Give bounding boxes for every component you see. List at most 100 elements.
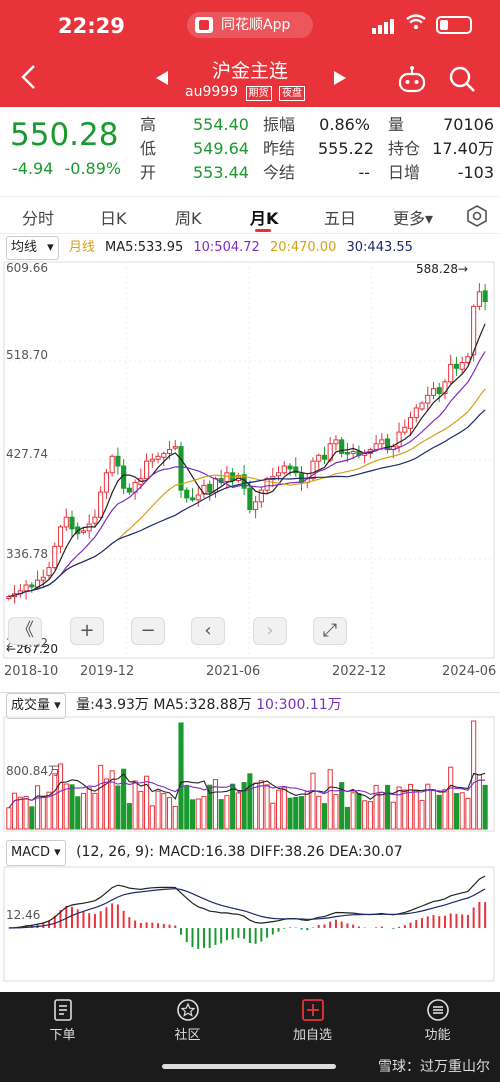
candle-body [40,576,46,581]
tab-intraday[interactable]: 分时 [22,209,55,228]
volume-bar [189,799,196,830]
candle-body [98,491,104,518]
volume-bar [132,780,138,830]
candle-body [407,417,414,429]
macd-chart[interactable] [0,866,500,984]
amp-value: 0.86% [319,115,370,134]
collapse-button[interactable]: 《 [8,617,42,645]
watermark: 雪球：过万重山尔 [378,1059,490,1075]
volume-bar [316,795,322,830]
tab-monthly-k[interactable]: 月K [250,209,279,228]
back-button[interactable] [20,63,36,98]
zoom-in-button[interactable]: + [70,617,104,645]
menu-icon [426,999,449,1021]
price-axis-label: 336.78 [6,547,48,561]
tab-more[interactable]: 更多▾ [393,209,434,228]
candle-body [195,494,201,501]
volume-bar [103,778,109,830]
scroll-left-button[interactable]: ‹ [191,617,225,645]
volume-bar [362,800,368,830]
zoom-out-button[interactable]: − [131,617,165,645]
status-time: 22:29 [58,14,125,38]
volume-bar [23,795,29,830]
candle-body [281,465,287,474]
volume-bar [40,795,46,830]
max-price-marker: 588.28→ [416,262,469,276]
community-icon [176,999,199,1021]
volume-bar [57,763,64,830]
macd-selector[interactable]: MACD ▾ [6,840,66,866]
fullscreen-button[interactable]: ⤢ [313,617,347,645]
scroll-right-button[interactable]: › [253,617,287,645]
volume-selector[interactable]: 成交量 ▾ [6,693,66,719]
candle-body [287,465,293,470]
candle-body [373,443,379,451]
volume-ma10: 10:300.11万 [256,697,342,713]
candle-body [52,545,58,569]
home-indicator-area: 雪球：过万重山尔 [0,1048,500,1082]
candle-body [258,489,264,503]
nav-add-watchlist[interactable]: 加自选 [250,992,375,1043]
app-logo-icon [195,17,213,33]
open-label: 开 [140,163,157,182]
volume-bar [476,774,482,830]
nav-community[interactable]: 社区 [125,992,250,1043]
app-source-pill[interactable]: 同花顺App [187,12,313,38]
home-indicator[interactable] [162,1064,336,1069]
signal-icon [372,15,396,34]
candle-body [46,567,52,576]
candle-body [321,454,328,460]
daily-inc-value: -103 [457,163,494,182]
nav-order[interactable]: 下单 [0,992,125,1043]
min-price-marker: ←267.20 [6,642,59,656]
volume-bar [80,792,87,830]
battery-icon [436,15,472,34]
candle-body [310,460,316,480]
volume-bar [270,802,276,830]
nav-community-label: 社区 [174,1028,201,1043]
candle-body [293,466,299,474]
date-axis-label: 2019-12 [80,664,135,679]
change-value: -4.94 [12,159,54,178]
price-axis-label: 609.66 [6,261,48,275]
volume-bar [310,772,316,830]
active-tab-indicator [255,229,271,232]
volume-bar [407,783,414,830]
candle-body [419,402,425,410]
candle-body [344,451,350,455]
volume-axis-label: 800.84万 [6,764,60,778]
app-source-label: 同花顺App [221,17,291,33]
tab-five-day[interactable]: 五日 [324,209,357,228]
tab-weekly-k[interactable]: 周K [175,209,202,228]
tab-daily-k[interactable]: 日K [100,209,127,228]
volume-bar [385,784,391,830]
quote-col-labels-1: 高 低 开 [140,113,156,185]
nav-order-label: 下单 [49,1028,76,1043]
volume-bar [149,805,155,830]
volume-bar [6,807,12,830]
settings-icon[interactable] [466,205,488,227]
volume-bar [17,796,23,830]
volume-bar [144,775,150,830]
vol-value: 70106 [443,115,494,134]
candle-body [413,407,419,419]
date-axis-label: 2024-06 [442,664,497,679]
robot-assistant-icon[interactable] [397,66,427,93]
high-value: 554.40 [193,115,249,134]
volume-bar [92,792,98,830]
search-icon[interactable] [448,65,476,93]
candlestick-chart[interactable] [0,258,500,688]
volume-bar [218,799,224,830]
candle-body [482,290,488,303]
volume-bar [482,784,488,830]
nav-functions[interactable]: 功能 [375,992,500,1043]
next-contract-icon[interactable] [333,70,347,90]
candle-body [350,450,356,454]
candle-body [471,305,477,356]
volume-chart[interactable] [0,716,500,834]
nav-add-watchlist-label: 加自选 [292,1028,332,1043]
ma-selector[interactable]: 均线 ▾ [6,236,59,260]
volume-bar [207,784,213,830]
status-icons [372,14,472,35]
prev-contract-icon[interactable] [155,70,169,90]
